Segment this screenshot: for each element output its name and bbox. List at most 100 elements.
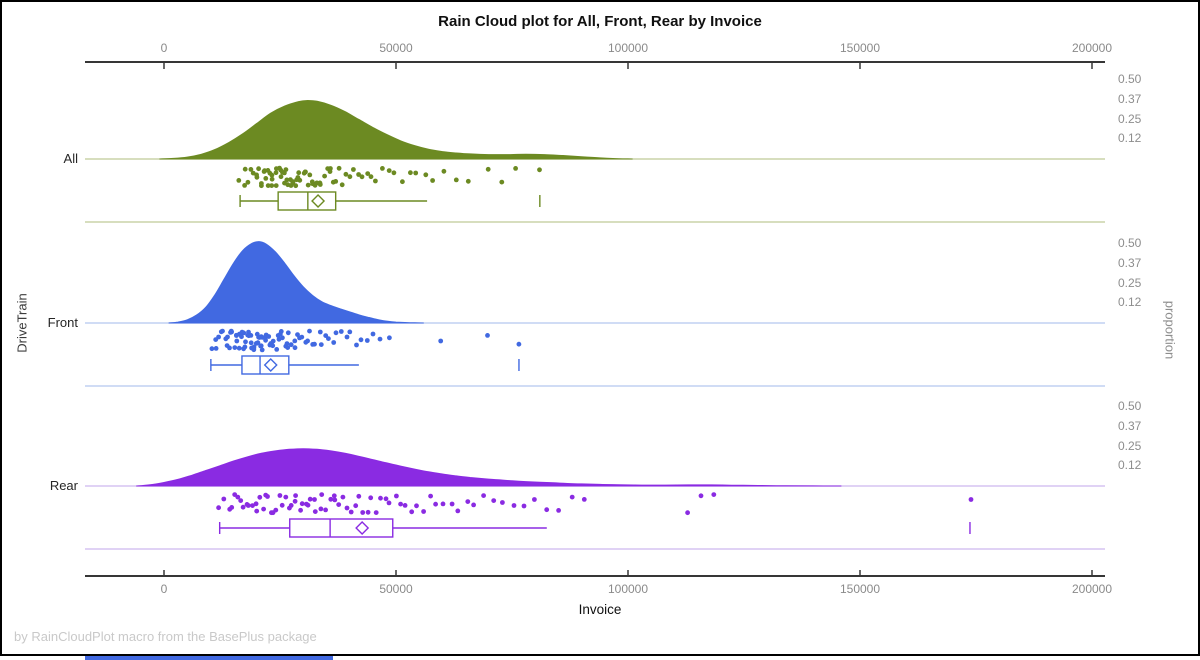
rain-point — [240, 504, 246, 510]
rain-point — [323, 507, 328, 513]
rain-point — [250, 503, 255, 508]
rain-point — [516, 341, 522, 347]
rain-point — [220, 328, 225, 334]
rain-point — [269, 176, 275, 182]
rain-point — [284, 177, 290, 183]
rain-points-front — [209, 328, 522, 353]
rain-point — [273, 507, 279, 513]
rain-point — [317, 182, 323, 187]
rain-point — [449, 501, 455, 507]
rain-point — [569, 494, 575, 500]
rain-point — [499, 179, 505, 185]
rain-point — [288, 342, 294, 348]
rain-point — [500, 500, 505, 505]
rain-point — [245, 503, 251, 508]
rain-point — [347, 329, 353, 335]
rain-point — [305, 502, 311, 508]
rain-point — [354, 342, 359, 348]
rain-point — [413, 170, 419, 176]
x-axis-title: Invoice — [578, 602, 622, 617]
rain-point — [270, 338, 276, 344]
rain-point — [394, 493, 399, 499]
bottom-blue-bar — [85, 656, 333, 660]
rain-point — [344, 505, 350, 511]
rain-point — [253, 501, 259, 507]
rain-point — [544, 507, 550, 513]
rain-point — [398, 501, 403, 507]
rain-point — [485, 333, 490, 338]
mean-diamond — [263, 358, 278, 372]
rain-point — [254, 508, 260, 514]
rain-point — [383, 496, 389, 502]
rain-point — [307, 328, 312, 334]
rain-point — [227, 345, 232, 351]
rain-point — [270, 343, 276, 349]
rain-point — [387, 335, 392, 341]
rain-point — [440, 501, 446, 507]
rain-point — [255, 340, 261, 346]
proportion-tick-label: 0.12 — [1118, 458, 1142, 473]
rain-point — [256, 166, 261, 172]
rain-point — [209, 346, 215, 352]
proportion-tick-label: 0.25 — [1118, 438, 1142, 453]
rain-point — [293, 183, 299, 189]
rain-point — [377, 336, 383, 342]
footer-credit: by RainCloudPlot macro from the BasePlus… — [14, 629, 317, 644]
box-plot-all — [239, 191, 541, 211]
rain-point — [465, 178, 471, 184]
x-axis-tick-label-bottom: 150000 — [839, 582, 881, 596]
category-label-rear: Rear — [49, 478, 78, 493]
rain-point — [513, 166, 518, 171]
rain-point — [711, 492, 717, 497]
rain-point — [344, 334, 350, 340]
rain-point — [242, 183, 248, 188]
rain-point — [242, 166, 248, 172]
rain-point — [283, 167, 289, 173]
rain-point — [373, 510, 379, 515]
rain-point — [216, 334, 222, 340]
y-axis-title-drivetrain: DriveTrain — [14, 293, 30, 353]
rain-point — [414, 503, 419, 509]
rain-point — [266, 334, 272, 339]
rain-point — [273, 183, 279, 189]
rain-point — [251, 347, 257, 353]
rain-point — [307, 172, 313, 178]
rain-point — [292, 338, 298, 344]
rain-point — [968, 497, 974, 502]
x-axis-tick-label-top: 200000 — [1071, 41, 1113, 55]
x-axis-tick-label-top: 50000 — [379, 41, 413, 55]
rain-point — [491, 498, 497, 503]
rain-point — [343, 171, 349, 177]
proportion-tick-label: 0.25 — [1118, 111, 1142, 126]
rain-point — [481, 493, 486, 498]
rain-point — [336, 165, 342, 171]
rain-point — [263, 176, 269, 181]
rain-point — [302, 169, 308, 175]
rain-point — [409, 509, 415, 515]
rain-point — [339, 182, 345, 188]
rain-point — [318, 342, 324, 347]
rain-point — [239, 334, 244, 340]
rain-point — [248, 340, 254, 346]
rain-point — [408, 170, 413, 176]
rain-point — [307, 496, 313, 502]
rain-point — [556, 508, 561, 513]
rain-point — [532, 497, 537, 502]
rain-point — [242, 344, 248, 350]
rain-point — [248, 167, 254, 172]
rain-point — [312, 497, 317, 502]
rain-point — [326, 336, 331, 341]
mean-diamond — [355, 521, 370, 535]
rain-points-all — [236, 165, 542, 189]
rain-point — [277, 493, 283, 498]
rain-point — [299, 501, 305, 507]
rain-point — [360, 510, 366, 515]
rain-point — [340, 494, 346, 500]
box-plot-front — [210, 355, 520, 375]
rain-point — [288, 503, 294, 508]
rain-point — [365, 171, 371, 177]
x-axis-tick-label-top: 0 — [160, 41, 168, 55]
category-label-all: All — [63, 151, 78, 166]
